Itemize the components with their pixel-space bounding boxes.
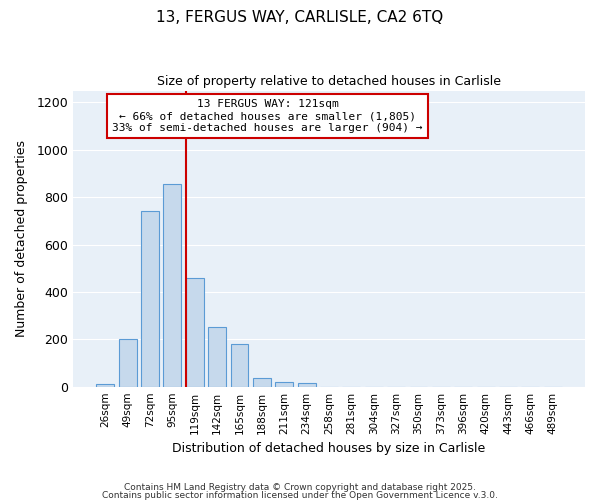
Bar bbox=[230, 344, 248, 387]
Bar bbox=[275, 382, 293, 386]
Text: 13, FERGUS WAY, CARLISLE, CA2 6TQ: 13, FERGUS WAY, CARLISLE, CA2 6TQ bbox=[157, 10, 443, 25]
Bar bbox=[253, 378, 271, 386]
Bar bbox=[97, 384, 114, 386]
Text: Contains HM Land Registry data © Crown copyright and database right 2025.: Contains HM Land Registry data © Crown c… bbox=[124, 484, 476, 492]
Bar bbox=[119, 340, 137, 386]
Title: Size of property relative to detached houses in Carlisle: Size of property relative to detached ho… bbox=[157, 75, 501, 88]
Text: Contains public sector information licensed under the Open Government Licence v.: Contains public sector information licen… bbox=[102, 490, 498, 500]
Bar bbox=[186, 278, 204, 386]
Text: 13 FERGUS WAY: 121sqm
← 66% of detached houses are smaller (1,805)
33% of semi-d: 13 FERGUS WAY: 121sqm ← 66% of detached … bbox=[112, 100, 423, 132]
Bar bbox=[163, 184, 181, 386]
Y-axis label: Number of detached properties: Number of detached properties bbox=[15, 140, 28, 337]
Bar bbox=[141, 212, 159, 386]
X-axis label: Distribution of detached houses by size in Carlisle: Distribution of detached houses by size … bbox=[172, 442, 485, 455]
Bar bbox=[298, 383, 316, 386]
Bar bbox=[208, 328, 226, 386]
